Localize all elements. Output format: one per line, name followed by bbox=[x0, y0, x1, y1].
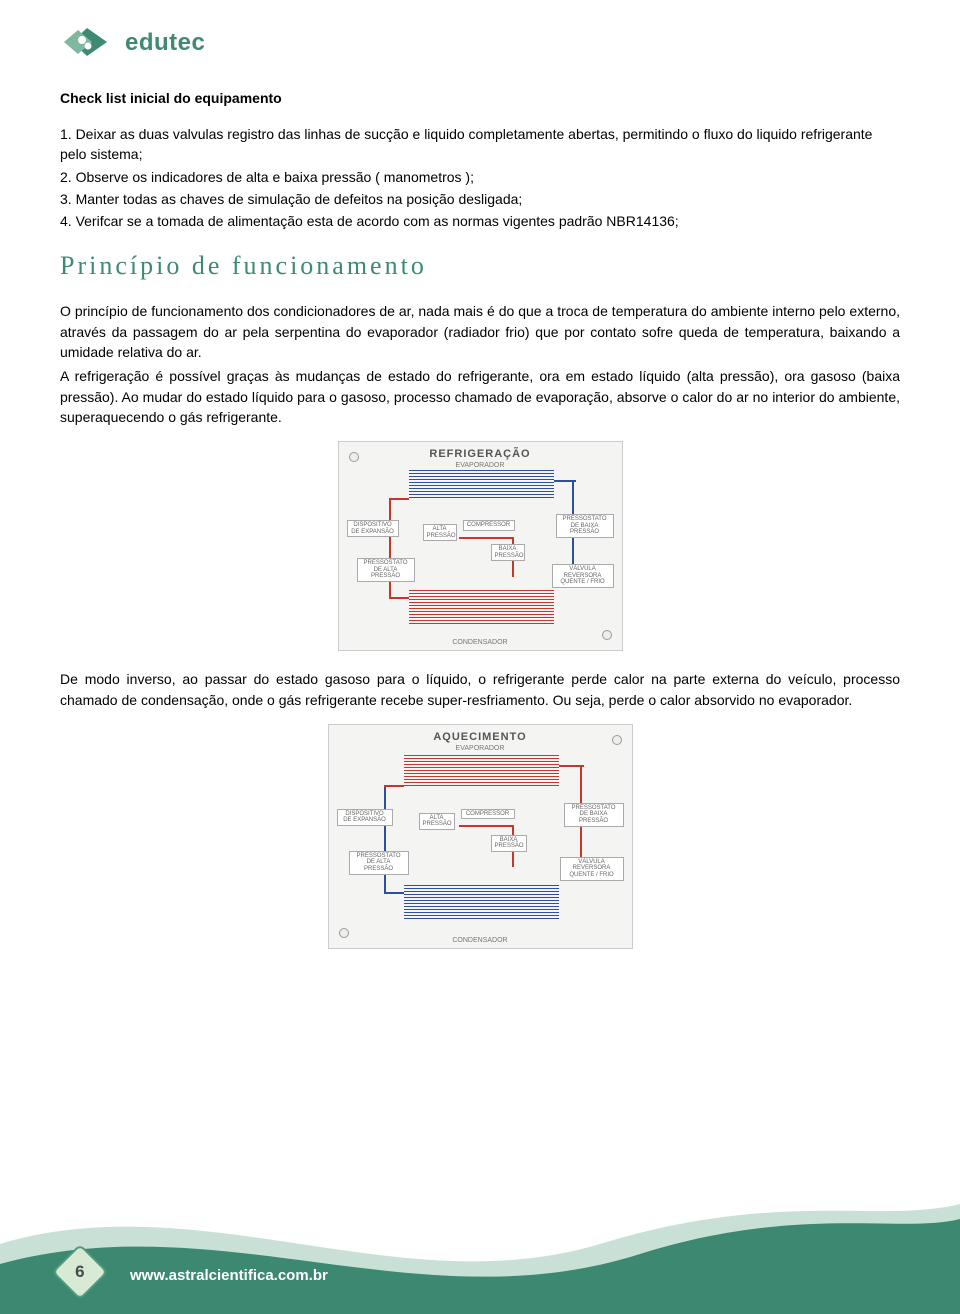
diagram1-cond-coil bbox=[409, 590, 554, 626]
para-3: De modo inverso, ao passar do estado gas… bbox=[60, 669, 900, 710]
logo: edutec bbox=[60, 20, 900, 65]
diagram1-pipe bbox=[389, 498, 391, 598]
diagram1-lbl-press-alta: PRESSOSTATO DE ALTA PRESSÃO bbox=[357, 558, 415, 582]
page-number: 6 bbox=[75, 1262, 84, 1282]
diagram1-lbl-alta: ALTA PRESSÃO bbox=[423, 524, 457, 541]
footer-url: www.astralcientifica.com.br bbox=[130, 1267, 328, 1284]
diagram-aquecimento: AQUECIMENTO EVAPORADOR bbox=[328, 724, 633, 949]
diagram2-evap-coil bbox=[404, 755, 559, 788]
diagram1-sub-top: EVAPORADOR bbox=[345, 462, 616, 469]
diagram2-lbl-baixa: BAIXA PRESSÃO bbox=[491, 835, 527, 852]
diagram1-lbl-disp: DISPOSITIVO DE EXPANSÃO bbox=[347, 520, 399, 537]
list-item-4: 4. Verifcar se a tomada de alimentação e… bbox=[60, 211, 900, 231]
checklist-list: 1. Deixar as duas valvulas registro das … bbox=[60, 124, 900, 231]
diagram1-pipe bbox=[389, 597, 409, 599]
diagram1-pipe bbox=[459, 537, 514, 539]
logo-mark bbox=[60, 20, 115, 65]
diagram-2-wrap: AQUECIMENTO EVAPORADOR bbox=[60, 724, 900, 949]
page-number-badge: 6 bbox=[60, 1252, 118, 1292]
diagram2-pipe bbox=[459, 825, 514, 827]
page-diamond: 6 bbox=[52, 1244, 109, 1301]
diagram1-pipe bbox=[554, 480, 576, 482]
diagram2-pipe bbox=[559, 765, 584, 767]
page-content: edutec Check list inicial do equipamento… bbox=[0, 0, 960, 949]
diagram1-lbl-valv: VÁLVULA REVERSORA QUENTE / FRIO bbox=[552, 564, 614, 588]
diagram1-lbl-comp: COMPRESSOR bbox=[463, 520, 515, 531]
diagram1-evap-coil bbox=[409, 470, 554, 500]
diagram1-sub-bottom: CONDENSADOR bbox=[339, 639, 622, 646]
diagram2-sub-top: EVAPORADOR bbox=[335, 745, 626, 752]
diagram-refrigeracao: REFRIGERAÇÃO EVAPORADOR bbox=[338, 441, 623, 651]
diagram2-lbl-alta: ALTA PRESSÃO bbox=[419, 813, 455, 830]
list-item-2: 2. Observe os indicadores de alta e baix… bbox=[60, 167, 900, 187]
diagram2-dot-tr bbox=[612, 735, 622, 745]
para-1: O princípio de funcionamento dos condici… bbox=[60, 301, 900, 362]
diagram2-lbl-comp: COMPRESSOR bbox=[461, 809, 515, 820]
diagram2-sub-bottom: CONDENSADOR bbox=[329, 937, 632, 944]
diagram1-lbl-press-baixa: PRESSOSTATO DE BAIXA PRESSÃO bbox=[556, 514, 614, 538]
diagram2-title: AQUECIMENTO bbox=[335, 731, 626, 743]
diagram1-dot-tl bbox=[349, 452, 359, 462]
diagram2-pipe bbox=[384, 785, 404, 787]
list-item-1: 1. Deixar as duas valvulas registro das … bbox=[60, 124, 900, 165]
section-title: Princípio de funcionamento bbox=[60, 251, 900, 281]
logo-text: edutec bbox=[125, 29, 205, 57]
diagram2-cond-coil bbox=[404, 885, 559, 921]
diagram2-lbl-press-alta: PRESSOSTATO DE ALTA PRESSÃO bbox=[349, 851, 409, 875]
list-item-3: 3. Manter todas as chaves de simulação d… bbox=[60, 189, 900, 209]
para-2: A refrigeração é possível graças às muda… bbox=[60, 366, 900, 427]
checklist-heading: Check list inicial do equipamento bbox=[60, 90, 900, 106]
diagram2-lbl-press-baixa: PRESSOSTATO DE BAIXA PRESSÃO bbox=[564, 803, 624, 827]
diagram2-pipe bbox=[384, 892, 404, 894]
diagram1-title: REFRIGERAÇÃO bbox=[345, 448, 616, 460]
diagram1-pipe bbox=[389, 498, 409, 500]
footer-wave bbox=[0, 1154, 960, 1314]
diagram2-lbl-valv: VÁLVULA REVERSORA QUENTE / FRIO bbox=[560, 857, 624, 881]
diagram-1-wrap: REFRIGERAÇÃO EVAPORADOR bbox=[60, 441, 900, 651]
diagram2-pipe bbox=[384, 785, 386, 893]
diagram1-lbl-baixa: BAIXA PRESSÃO bbox=[491, 544, 525, 561]
diagram2-lbl-disp: DISPOSITIVO DE EXPANSÃO bbox=[337, 809, 393, 826]
